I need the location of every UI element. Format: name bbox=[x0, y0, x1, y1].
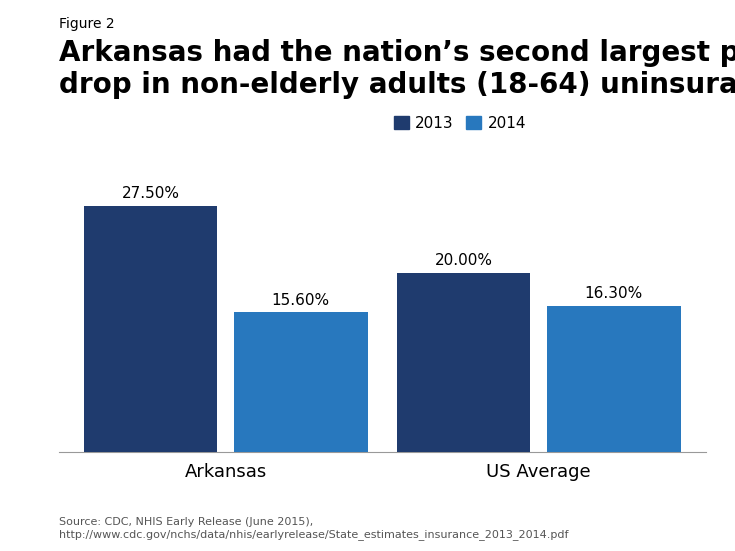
Bar bbox=[84, 206, 218, 452]
Text: 16.30%: 16.30% bbox=[584, 287, 643, 301]
Text: KAISER: KAISER bbox=[634, 509, 689, 522]
Text: 27.50%: 27.50% bbox=[121, 186, 179, 201]
Text: FOUNDATION: FOUNDATION bbox=[638, 535, 685, 540]
Legend: 2013, 2014: 2013, 2014 bbox=[387, 110, 532, 137]
Bar bbox=[397, 273, 531, 452]
Text: 20.00%: 20.00% bbox=[434, 253, 492, 268]
Bar bbox=[234, 312, 368, 452]
Text: FAMILY: FAMILY bbox=[636, 520, 687, 533]
Text: 15.60%: 15.60% bbox=[272, 293, 330, 307]
Text: Figure 2: Figure 2 bbox=[59, 17, 115, 30]
Bar bbox=[547, 306, 681, 452]
Text: Source: CDC, NHIS Early Release (June 2015),
http://www.cdc.gov/nchs/data/nhis/e: Source: CDC, NHIS Early Release (June 20… bbox=[59, 517, 568, 540]
Text: THE HENRY J.: THE HENRY J. bbox=[638, 503, 685, 507]
Text: Arkansas had the nation’s second largest percentage point
drop in non-elderly ad: Arkansas had the nation’s second largest… bbox=[59, 39, 735, 99]
